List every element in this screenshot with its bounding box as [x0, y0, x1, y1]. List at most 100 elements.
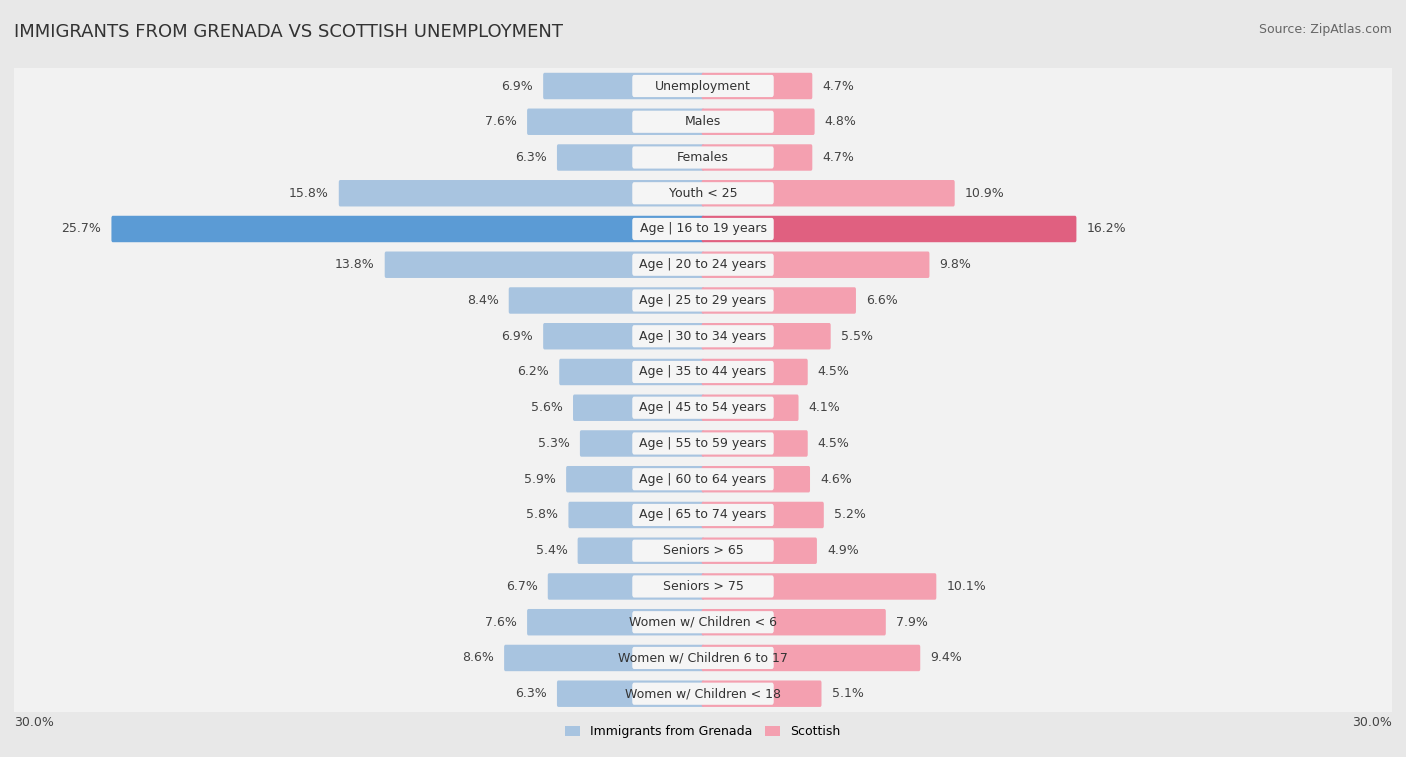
Text: 5.1%: 5.1%: [831, 687, 863, 700]
FancyBboxPatch shape: [14, 318, 1392, 355]
Legend: Immigrants from Grenada, Scottish: Immigrants from Grenada, Scottish: [561, 720, 845, 743]
FancyBboxPatch shape: [702, 323, 831, 350]
Text: 8.4%: 8.4%: [467, 294, 499, 307]
FancyBboxPatch shape: [633, 540, 773, 562]
FancyBboxPatch shape: [579, 430, 704, 456]
FancyBboxPatch shape: [702, 145, 813, 171]
Text: Age | 20 to 24 years: Age | 20 to 24 years: [640, 258, 766, 271]
FancyBboxPatch shape: [14, 675, 1392, 712]
Text: 4.9%: 4.9%: [827, 544, 859, 557]
Text: 5.2%: 5.2%: [834, 509, 866, 522]
FancyBboxPatch shape: [14, 389, 1392, 426]
Text: Age | 16 to 19 years: Age | 16 to 19 years: [640, 223, 766, 235]
FancyBboxPatch shape: [633, 146, 773, 169]
Text: 6.9%: 6.9%: [502, 330, 533, 343]
FancyBboxPatch shape: [14, 103, 1392, 140]
FancyBboxPatch shape: [633, 182, 773, 204]
FancyBboxPatch shape: [702, 537, 817, 564]
FancyBboxPatch shape: [633, 611, 773, 634]
FancyBboxPatch shape: [633, 432, 773, 454]
FancyBboxPatch shape: [633, 111, 773, 132]
FancyBboxPatch shape: [702, 216, 1077, 242]
Text: 7.6%: 7.6%: [485, 615, 517, 629]
Text: Unemployment: Unemployment: [655, 79, 751, 92]
Text: Source: ZipAtlas.com: Source: ZipAtlas.com: [1258, 23, 1392, 36]
FancyBboxPatch shape: [702, 681, 821, 707]
Text: Seniors > 75: Seniors > 75: [662, 580, 744, 593]
FancyBboxPatch shape: [560, 359, 704, 385]
FancyBboxPatch shape: [14, 67, 1392, 104]
Text: 9.8%: 9.8%: [939, 258, 972, 271]
Text: Age | 30 to 34 years: Age | 30 to 34 years: [640, 330, 766, 343]
FancyBboxPatch shape: [505, 645, 704, 671]
Text: 6.6%: 6.6%: [866, 294, 898, 307]
FancyBboxPatch shape: [702, 394, 799, 421]
Text: 6.3%: 6.3%: [515, 687, 547, 700]
Text: Males: Males: [685, 115, 721, 128]
FancyBboxPatch shape: [702, 287, 856, 313]
Text: 7.9%: 7.9%: [896, 615, 928, 629]
Text: Females: Females: [678, 151, 728, 164]
Text: 5.5%: 5.5%: [841, 330, 873, 343]
Text: 30.0%: 30.0%: [1353, 716, 1392, 730]
FancyBboxPatch shape: [702, 609, 886, 635]
FancyBboxPatch shape: [14, 497, 1392, 534]
Text: 7.6%: 7.6%: [485, 115, 517, 128]
Text: 5.4%: 5.4%: [536, 544, 568, 557]
Text: 5.6%: 5.6%: [531, 401, 562, 414]
Text: 10.1%: 10.1%: [946, 580, 986, 593]
FancyBboxPatch shape: [14, 210, 1392, 248]
Text: 10.9%: 10.9%: [965, 187, 1004, 200]
Text: Age | 60 to 64 years: Age | 60 to 64 years: [640, 472, 766, 486]
Text: 6.9%: 6.9%: [502, 79, 533, 92]
FancyBboxPatch shape: [633, 468, 773, 491]
FancyBboxPatch shape: [702, 251, 929, 278]
Text: 4.5%: 4.5%: [818, 437, 849, 450]
FancyBboxPatch shape: [702, 73, 813, 99]
Text: Age | 45 to 54 years: Age | 45 to 54 years: [640, 401, 766, 414]
FancyBboxPatch shape: [14, 460, 1392, 498]
FancyBboxPatch shape: [633, 326, 773, 347]
Text: 6.2%: 6.2%: [517, 366, 550, 378]
Text: 4.1%: 4.1%: [808, 401, 841, 414]
FancyBboxPatch shape: [14, 568, 1392, 605]
FancyBboxPatch shape: [543, 323, 704, 350]
FancyBboxPatch shape: [543, 73, 704, 99]
FancyBboxPatch shape: [14, 640, 1392, 677]
Text: 25.7%: 25.7%: [62, 223, 101, 235]
Text: 30.0%: 30.0%: [14, 716, 53, 730]
FancyBboxPatch shape: [557, 681, 704, 707]
FancyBboxPatch shape: [14, 175, 1392, 212]
FancyBboxPatch shape: [14, 532, 1392, 569]
Text: Age | 25 to 29 years: Age | 25 to 29 years: [640, 294, 766, 307]
Text: Youth < 25: Youth < 25: [669, 187, 737, 200]
Text: 13.8%: 13.8%: [335, 258, 374, 271]
FancyBboxPatch shape: [509, 287, 704, 313]
FancyBboxPatch shape: [574, 394, 704, 421]
FancyBboxPatch shape: [633, 289, 773, 312]
Text: Age | 65 to 74 years: Age | 65 to 74 years: [640, 509, 766, 522]
FancyBboxPatch shape: [702, 108, 814, 135]
Text: 4.7%: 4.7%: [823, 151, 855, 164]
FancyBboxPatch shape: [14, 282, 1392, 319]
FancyBboxPatch shape: [578, 537, 704, 564]
Text: 4.8%: 4.8%: [825, 115, 856, 128]
FancyBboxPatch shape: [14, 354, 1392, 391]
FancyBboxPatch shape: [633, 683, 773, 705]
FancyBboxPatch shape: [633, 575, 773, 597]
Text: 15.8%: 15.8%: [288, 187, 329, 200]
Text: Seniors > 65: Seniors > 65: [662, 544, 744, 557]
Text: Women w/ Children < 18: Women w/ Children < 18: [626, 687, 780, 700]
FancyBboxPatch shape: [385, 251, 704, 278]
Text: Women w/ Children < 6: Women w/ Children < 6: [628, 615, 778, 629]
FancyBboxPatch shape: [702, 645, 921, 671]
Text: 6.7%: 6.7%: [506, 580, 537, 593]
FancyBboxPatch shape: [568, 502, 704, 528]
FancyBboxPatch shape: [702, 180, 955, 207]
FancyBboxPatch shape: [339, 180, 704, 207]
Text: 9.4%: 9.4%: [931, 652, 962, 665]
FancyBboxPatch shape: [702, 359, 807, 385]
FancyBboxPatch shape: [702, 573, 936, 600]
FancyBboxPatch shape: [557, 145, 704, 171]
FancyBboxPatch shape: [633, 647, 773, 669]
